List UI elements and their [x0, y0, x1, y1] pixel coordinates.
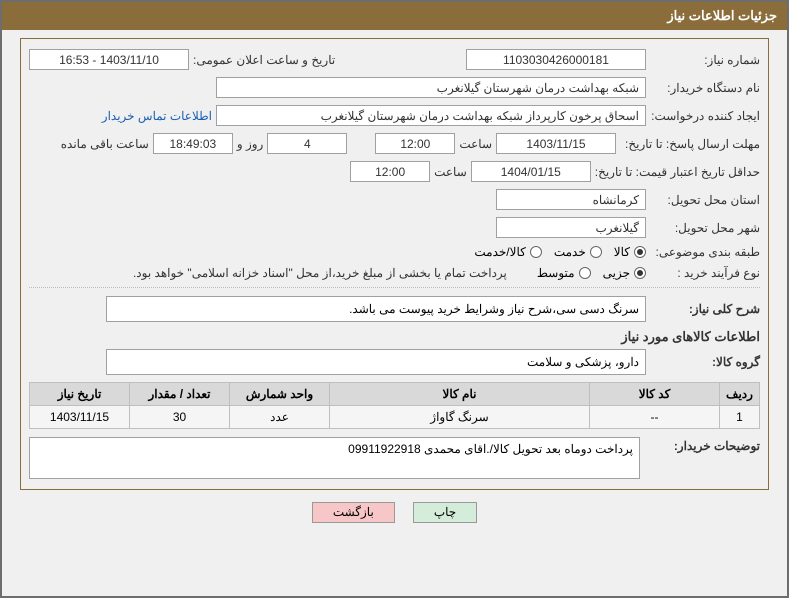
radio-medium[interactable]: متوسط — [537, 266, 591, 280]
radio-service[interactable]: خدمت — [554, 245, 602, 259]
row-need-no: شماره نیاز: 1103030426000181 تاریخ و ساع… — [29, 49, 760, 70]
page-frame: جزئیات اطلاعات نیاز AriaTender.net شماره… — [0, 0, 789, 598]
field-countdown: 18:49:03 — [153, 133, 233, 154]
th-qty: تعداد / مقدار — [130, 383, 230, 406]
field-response-date: 1403/11/15 — [496, 133, 616, 154]
field-need-summary: سرنگ دسی سی،شرح نیاز وشرایط خرید پیوست م… — [106, 296, 646, 322]
th-date: تاریخ نیاز — [30, 383, 130, 406]
print-button[interactable]: چاپ — [413, 502, 477, 523]
row-subject-class: طبقه بندی موضوعی: کالا خدمت کالا/خدمت — [29, 245, 760, 259]
radio-dot-icon — [590, 246, 602, 258]
radio-partial-label: جزیی — [603, 266, 630, 280]
td-code: -- — [590, 406, 720, 429]
th-unit: واحد شمارش — [230, 383, 330, 406]
label-announce-datetime: تاریخ و ساعت اعلان عمومی: — [193, 53, 335, 67]
radio-goods[interactable]: کالا — [614, 245, 646, 259]
label-need-no: شماره نیاز: — [650, 53, 760, 67]
field-goods-group: دارو، پزشکی و سلامت — [106, 349, 646, 375]
label-buyer-org: نام دستگاه خریدار: — [650, 81, 760, 95]
th-code: کد کالا — [590, 383, 720, 406]
row-response-deadline: مهلت ارسال پاسخ: تا تاریخ: 1403/11/15 سا… — [29, 133, 760, 154]
row-city: شهر محل تحویل: گیلانغرب — [29, 217, 760, 238]
label-hour-1: ساعت — [459, 137, 492, 151]
footer-buttons: چاپ بازگشت — [20, 502, 769, 523]
buyer-notes-row: توضیحات خریدار: پرداخت دوماه بعد تحویل ک… — [29, 437, 760, 479]
td-qty: 30 — [130, 406, 230, 429]
purchase-type-radio-group: جزیی متوسط — [537, 266, 646, 280]
label-subject-class: طبقه بندی موضوعی: — [650, 245, 760, 259]
goods-table: ردیف کد کالا نام کالا واحد شمارش تعداد /… — [29, 382, 760, 429]
label-days-and: روز و — [237, 137, 264, 151]
row-min-validity: حداقل تاریخ اعتبار قیمت: تا تاریخ: 1404/… — [29, 161, 760, 182]
radio-dot-icon — [579, 267, 591, 279]
row-need-summary: شرح کلی نیاز: سرنگ دسی سی،شرح نیاز وشرای… — [29, 296, 760, 322]
radio-dot-icon — [634, 246, 646, 258]
label-creator: ایجاد کننده درخواست: — [650, 109, 760, 123]
th-row: ردیف — [720, 383, 760, 406]
label-buyer-notes: توضیحات خریدار: — [650, 437, 760, 453]
row-goods-group: گروه کالا: دارو، پزشکی و سلامت — [29, 349, 760, 375]
back-button[interactable]: بازگشت — [312, 502, 395, 523]
field-min-validity-time: 12:00 — [350, 161, 430, 182]
field-buyer-notes: پرداخت دوماه بعد تحویل کالا/.اقای محمدی … — [29, 437, 640, 479]
header-bar: جزئیات اطلاعات نیاز — [2, 2, 787, 30]
label-hour-2: ساعت — [434, 165, 467, 179]
buyer-contact-link[interactable]: اطلاعات تماس خریدار — [102, 109, 212, 123]
row-creator: ایجاد کننده درخواست: اسحاق پرخون کارپردا… — [29, 105, 760, 126]
radio-service-label: خدمت — [554, 245, 586, 259]
td-name: سرنگ گاواژ — [330, 406, 590, 429]
th-name: نام کالا — [330, 383, 590, 406]
row-province: استان محل تحویل: کرمانشاه — [29, 189, 760, 210]
treasury-note: پرداخت تمام یا بخشی از مبلغ خرید،از محل … — [133, 266, 507, 280]
label-need-summary: شرح کلی نیاز: — [650, 302, 760, 316]
radio-partial[interactable]: جزیی — [603, 266, 646, 280]
table-header-row: ردیف کد کالا نام کالا واحد شمارش تعداد /… — [30, 383, 760, 406]
section-goods-info: اطلاعات کالاهای مورد نیاز — [29, 329, 760, 345]
field-min-validity-date: 1404/01/15 — [471, 161, 591, 182]
field-buyer-org: شبکه بهداشت درمان شهرستان گیلانغرب — [216, 77, 646, 98]
content-area: شماره نیاز: 1103030426000181 تاریخ و ساع… — [2, 30, 787, 531]
field-announce-datetime: 1403/11/10 - 16:53 — [29, 49, 189, 70]
label-min-validity: حداقل تاریخ اعتبار قیمت: تا تاریخ: — [595, 165, 760, 179]
td-unit: عدد — [230, 406, 330, 429]
field-need-no: 1103030426000181 — [466, 49, 646, 70]
header-title: جزئیات اطلاعات نیاز — [667, 8, 777, 23]
field-city: گیلانغرب — [496, 217, 646, 238]
radio-goods-label: کالا — [614, 245, 630, 259]
label-province: استان محل تحویل: — [650, 193, 760, 207]
radio-dot-icon — [634, 267, 646, 279]
field-days-remaining: 4 — [267, 133, 347, 154]
row-buyer-org: نام دستگاه خریدار: شبکه بهداشت درمان شهر… — [29, 77, 760, 98]
radio-dot-icon — [530, 246, 542, 258]
row-purchase-type: نوع فرآیند خرید : جزیی متوسط پرداخت تمام… — [29, 266, 760, 280]
label-response-deadline: مهلت ارسال پاسخ: تا تاریخ: — [620, 137, 760, 151]
label-city: شهر محل تحویل: — [650, 221, 760, 235]
label-goods-group: گروه کالا: — [650, 355, 760, 369]
field-creator: اسحاق پرخون کارپرداز شبکه بهداشت درمان ش… — [216, 105, 646, 126]
radio-goods-service-label: کالا/خدمت — [474, 245, 525, 259]
radio-medium-label: متوسط — [537, 266, 575, 280]
label-hours-remaining: ساعت باقی مانده — [61, 137, 149, 151]
radio-goods-service[interactable]: کالا/خدمت — [474, 245, 541, 259]
subject-class-radio-group: کالا خدمت کالا/خدمت — [474, 245, 646, 259]
divider — [29, 287, 760, 288]
details-fieldset: شماره نیاز: 1103030426000181 تاریخ و ساع… — [20, 38, 769, 490]
td-date: 1403/11/15 — [30, 406, 130, 429]
table-row: 1 -- سرنگ گاواژ عدد 30 1403/11/15 — [30, 406, 760, 429]
field-response-time: 12:00 — [375, 133, 455, 154]
td-row: 1 — [720, 406, 760, 429]
field-province: کرمانشاه — [496, 189, 646, 210]
label-purchase-type: نوع فرآیند خرید : — [650, 266, 760, 280]
